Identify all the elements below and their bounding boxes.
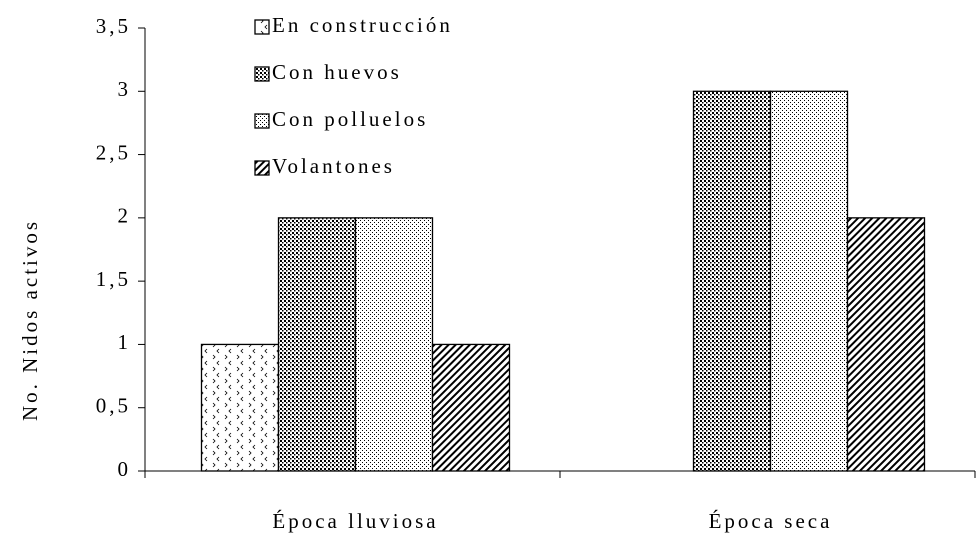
legend-label: Con huevos <box>272 60 402 84</box>
x-tick-label: Época seca <box>709 509 833 533</box>
legend-swatch <box>254 160 270 176</box>
bar <box>200 343 280 472</box>
y-tick-label: 2 <box>118 204 132 228</box>
y-tick-label: 3,5 <box>96 14 131 38</box>
y-tick-label: 0,5 <box>96 394 131 418</box>
x-tick-label: Época lluviosa <box>272 509 438 533</box>
y-axis-label: No. Nidos activos <box>18 219 42 421</box>
legend-label: En construcción <box>272 13 453 37</box>
y-tick-label: 1 <box>118 330 132 354</box>
bar <box>354 217 434 472</box>
bar <box>277 217 357 472</box>
legend-swatch <box>254 66 270 82</box>
y-tick-label: 0 <box>118 457 132 481</box>
bar <box>769 90 849 472</box>
y-tick-label: 1,5 <box>96 267 131 291</box>
legend-label: Volantones <box>272 154 395 178</box>
bar <box>431 343 511 472</box>
legend-label: Con polluelos <box>272 107 428 131</box>
legend-swatch <box>254 113 270 129</box>
bar <box>692 90 772 472</box>
y-tick-label: 3 <box>118 77 132 101</box>
legend-swatch <box>254 19 270 35</box>
bar <box>846 217 926 472</box>
y-tick-label: 2,5 <box>96 140 131 164</box>
